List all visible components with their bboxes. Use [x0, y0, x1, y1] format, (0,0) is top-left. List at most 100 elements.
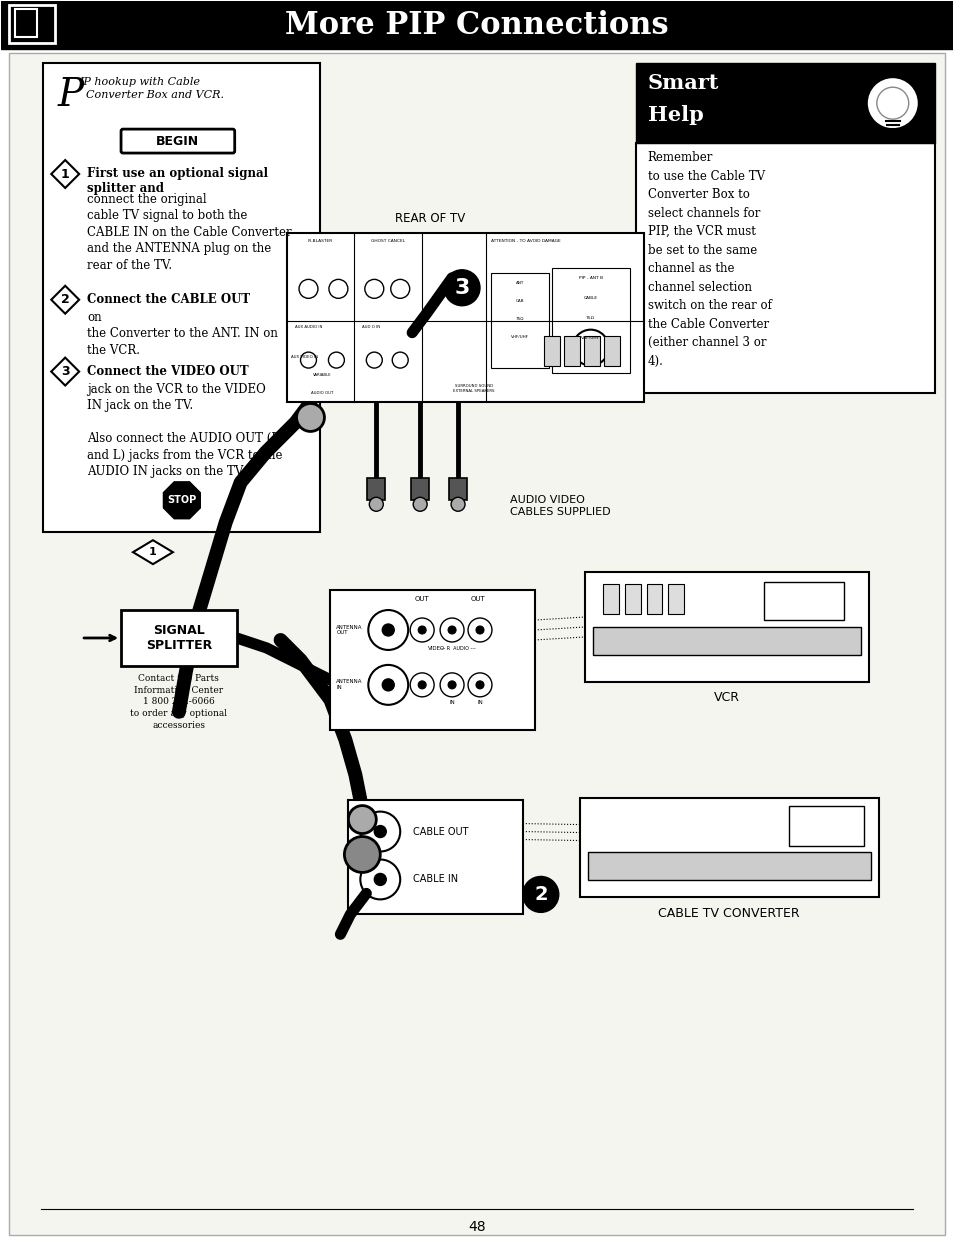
Circle shape [364, 280, 383, 298]
Circle shape [296, 404, 324, 431]
Circle shape [368, 665, 408, 705]
Circle shape [476, 681, 483, 688]
Text: Help: Help [647, 105, 702, 125]
Bar [635, 63, 934, 143]
Circle shape [868, 79, 916, 127]
Polygon shape [163, 482, 200, 519]
Circle shape [448, 626, 456, 635]
Circle shape [391, 280, 409, 298]
Circle shape [572, 330, 608, 366]
Text: STOP: STOP [167, 495, 196, 505]
Bar [584, 572, 868, 682]
Text: ATTENTION - TO AVOID DAMAGE: ATTENTION - TO AVOID DAMAGE [491, 238, 560, 243]
Text: VARIABLE: VARIABLE [313, 372, 332, 376]
Polygon shape [51, 161, 79, 188]
Circle shape [476, 626, 483, 635]
Text: 2: 2 [534, 885, 547, 904]
Circle shape [439, 673, 463, 697]
Text: CABLE TV CONVERTER: CABLE TV CONVERTER [658, 907, 800, 920]
Text: ANTENNA
OUT: ANTENNA OUT [336, 624, 362, 636]
Circle shape [392, 352, 408, 369]
Circle shape [417, 626, 426, 635]
Text: IN: IN [449, 700, 455, 705]
Circle shape [329, 280, 348, 298]
Circle shape [876, 88, 908, 119]
Text: Smart: Smart [647, 73, 719, 93]
Text: GHOST CANCEL: GHOST CANCEL [371, 238, 405, 243]
Bar [491, 273, 548, 367]
Text: on
the Converter to the ANT. IN on
the VCR.: on the Converter to the ANT. IN on the V… [87, 311, 277, 356]
Text: Connect the CABLE OUT: Connect the CABLE OUT [87, 292, 250, 306]
Bar [587, 853, 870, 880]
Text: VCR: VCR [713, 691, 739, 705]
Circle shape [413, 498, 427, 512]
Text: AUDIO OUT: AUDIO OUT [311, 390, 334, 395]
Bar [551, 268, 629, 372]
Bar [592, 627, 860, 655]
Circle shape [522, 877, 558, 913]
Text: jack on the VCR to the VIDEO
IN jack on the TV.

Also connect the AUDIO OUT (R
a: jack on the VCR to the VIDEO IN jack on … [87, 382, 282, 478]
Bar [1, 1, 952, 49]
Circle shape [344, 836, 380, 873]
Circle shape [360, 859, 400, 899]
Bar [10, 5, 55, 44]
Circle shape [439, 618, 463, 642]
Text: PIP - ANT B: PIP - ANT B [578, 276, 602, 280]
Circle shape [374, 874, 386, 885]
Text: connect the original
cable TV signal to both the
CABLE IN on the Cable Converter: connect the original cable TV signal to … [87, 193, 292, 272]
Circle shape [410, 673, 434, 697]
Circle shape [448, 681, 456, 688]
Text: Contact the Parts
Information Center
1 800 292-6066
to order any optional
access: Contact the Parts Information Center 1 8… [131, 673, 227, 730]
Bar [348, 800, 522, 914]
Bar [602, 584, 618, 614]
Text: 1: 1 [61, 168, 70, 181]
Bar [603, 336, 618, 366]
Text: VIDEO: VIDEO [427, 646, 444, 651]
Circle shape [369, 498, 383, 512]
Text: ANTENNA
IN: ANTENNA IN [336, 680, 362, 690]
Bar [286, 233, 643, 403]
Text: Remember
to use the Cable TV
Converter Box to
select channels for
PIP, the VCR m: Remember to use the Cable TV Converter B… [647, 150, 771, 367]
Text: AUDIO VIDEO
CABLES SUPPLIED: AUDIO VIDEO CABLES SUPPLIED [509, 495, 610, 517]
Text: 2: 2 [61, 293, 70, 306]
Text: BEGIN: BEGIN [156, 134, 199, 148]
Bar [43, 63, 320, 532]
Text: CABLE IN: CABLE IN [413, 874, 457, 884]
Text: VHF/UHF: VHF/UHF [580, 336, 599, 340]
Text: 75Ω: 75Ω [585, 316, 595, 320]
Bar [330, 591, 535, 730]
Text: CAB: CAB [515, 298, 523, 302]
Text: Connect the VIDEO OUT: Connect the VIDEO OUT [87, 365, 249, 377]
Circle shape [444, 270, 479, 306]
Circle shape [348, 805, 375, 834]
Text: AUX AUDIO IN: AUX AUDIO IN [294, 325, 321, 329]
Bar [121, 609, 236, 666]
Text: OUT: OUT [470, 596, 485, 602]
Bar [449, 478, 467, 500]
Bar [583, 336, 599, 366]
Text: VHF/UHF: VHF/UHF [511, 335, 528, 339]
Text: 75Ω: 75Ω [515, 317, 523, 321]
Text: SIGNAL
SPLITTER: SIGNAL SPLITTER [146, 624, 212, 652]
Bar [668, 584, 683, 614]
Text: First use an optional signal
splitter and: First use an optional signal splitter an… [87, 167, 268, 196]
Bar [624, 584, 639, 614]
Polygon shape [51, 357, 79, 385]
Circle shape [451, 498, 464, 512]
Bar [543, 336, 559, 366]
Text: SURROUND SOUND
EXTERNAL SPEAKERS: SURROUND SOUND EXTERNAL SPEAKERS [453, 384, 495, 393]
Text: AUD O IN: AUD O IN [362, 325, 380, 329]
Text: More PIP Connections: More PIP Connections [285, 10, 668, 41]
Text: CABLE OUT: CABLE OUT [413, 826, 468, 836]
Text: 48: 48 [468, 1220, 485, 1234]
Text: CABLE: CABLE [583, 296, 598, 300]
Circle shape [360, 811, 400, 851]
Bar [579, 798, 878, 898]
Circle shape [382, 678, 394, 691]
Text: IP hookup with Cable
  Converter Box and VCR.: IP hookup with Cable Converter Box and V… [79, 78, 224, 100]
Text: --- R  AUDIO ---: --- R AUDIO --- [439, 646, 476, 651]
Bar [563, 336, 579, 366]
Text: 1: 1 [149, 547, 156, 557]
Circle shape [468, 618, 492, 642]
Circle shape [366, 352, 382, 369]
